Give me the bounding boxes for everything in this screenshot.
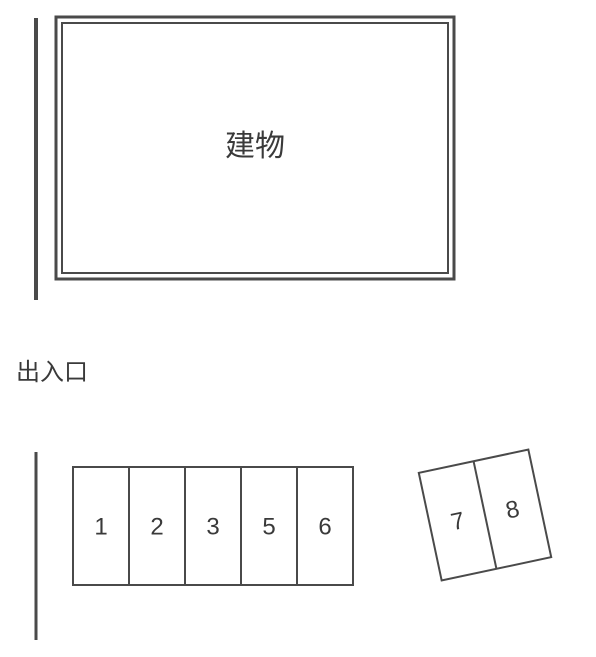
parking-slot-label: 1 — [94, 513, 107, 540]
parking-slot-label: 3 — [206, 513, 219, 540]
parking-slot-label: 5 — [262, 513, 275, 540]
parking-angled: 78 — [419, 450, 551, 581]
parking-slot-label: 6 — [318, 513, 331, 540]
building-label: 建物 — [225, 130, 285, 163]
entrance-label: 出入口 — [16, 359, 88, 386]
parking-slot-label: 2 — [150, 513, 163, 540]
